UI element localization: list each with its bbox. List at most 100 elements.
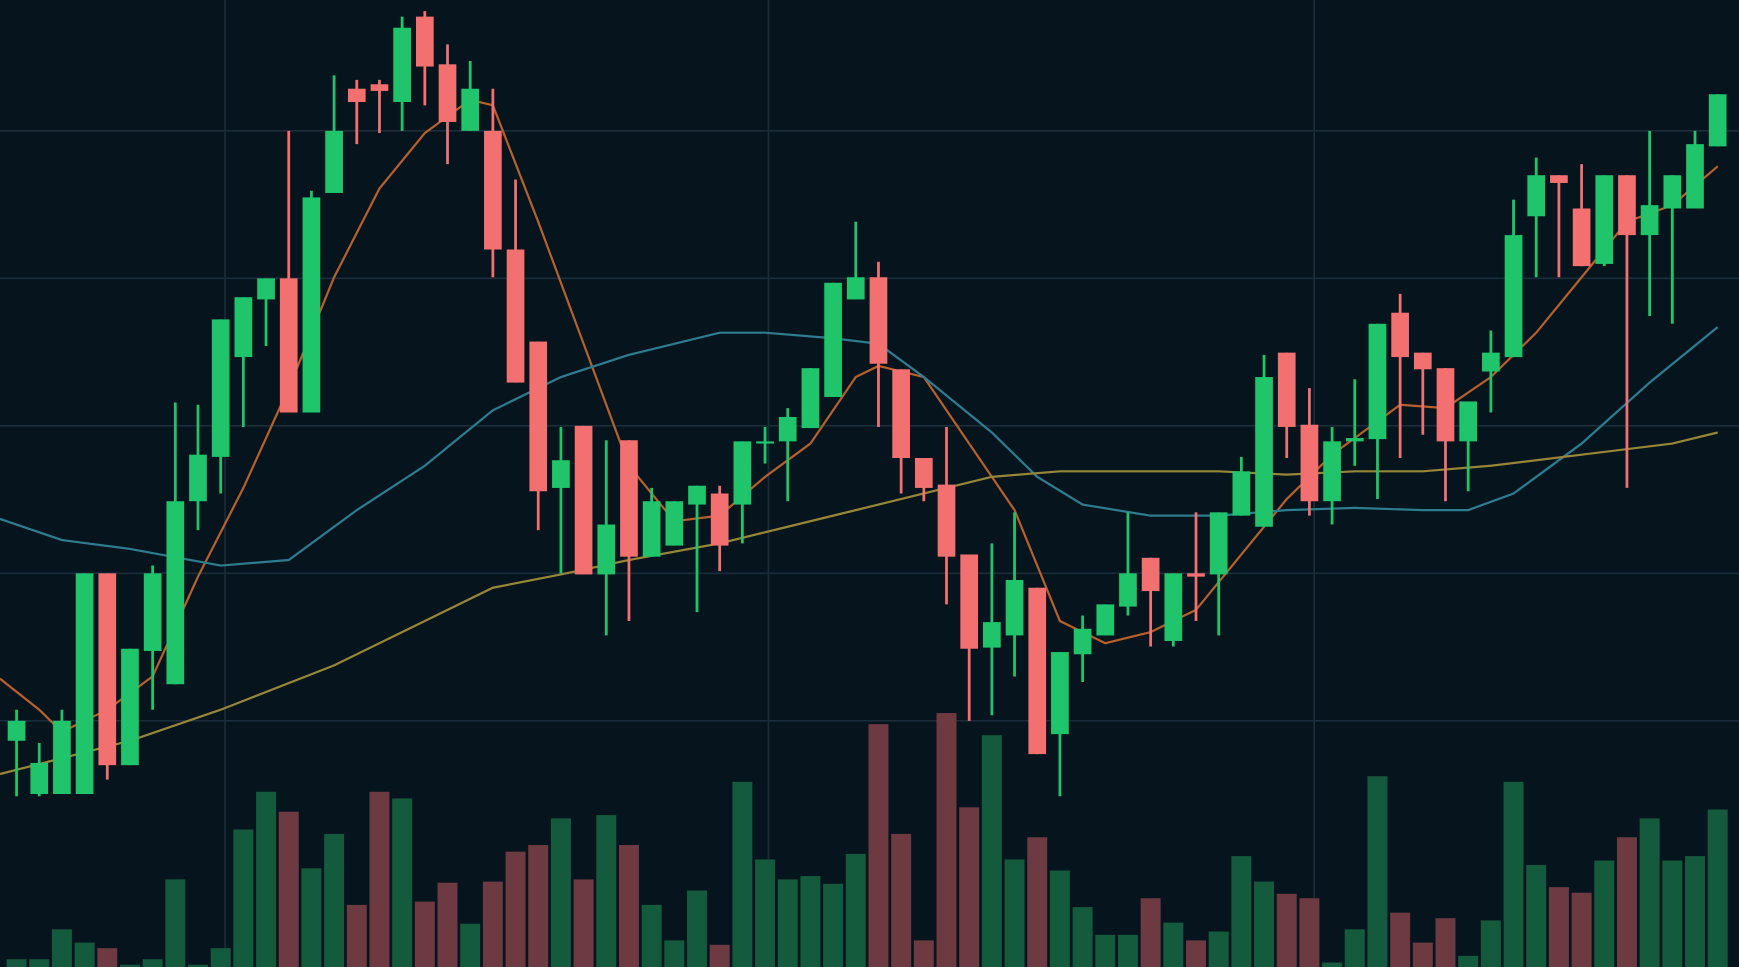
candle-body (665, 501, 684, 546)
volume-bar (437, 882, 458, 967)
volume-bar (324, 833, 345, 967)
volume-bar (278, 811, 299, 967)
candle-body (234, 297, 253, 358)
volume-bar (301, 868, 322, 967)
volume-bar (1095, 934, 1116, 967)
candle-body (1663, 175, 1682, 209)
volume-bar (664, 940, 685, 967)
volume-bar (800, 876, 821, 967)
candle-body (983, 622, 1001, 648)
volume-bar (845, 853, 866, 967)
volume-bar (1707, 809, 1728, 967)
candle-body (461, 88, 480, 131)
volume-bar (1072, 907, 1093, 967)
volume-bar (1548, 887, 1569, 967)
candle-body (1550, 175, 1568, 183)
candle-body (642, 501, 661, 557)
volume-bar (392, 798, 413, 967)
volume-bar (1594, 860, 1615, 967)
candle-body (438, 64, 457, 122)
candle-body (1436, 368, 1455, 442)
candle-body (1368, 323, 1387, 440)
volume-bar (687, 890, 707, 967)
candle-body (143, 573, 162, 651)
volume-bar (346, 904, 367, 967)
volume-bar (1140, 898, 1161, 967)
candle-body (1051, 652, 1069, 735)
volume-bar (755, 859, 776, 967)
volume-bar (823, 883, 844, 967)
volume-bar (709, 944, 730, 967)
volume-bar (573, 879, 594, 967)
volume-bar (1027, 837, 1048, 967)
volume-bar (482, 881, 503, 967)
candle-body (688, 485, 706, 505)
candle-body (733, 441, 752, 505)
candle-body (1277, 352, 1296, 427)
volume-bar (414, 901, 435, 967)
candle-body (824, 282, 842, 398)
candle-body (869, 277, 888, 364)
candle-body (1028, 587, 1047, 755)
candle-body (1096, 604, 1115, 636)
volume-bar (1163, 922, 1184, 967)
candle-body (393, 27, 411, 103)
volume-bar (1526, 864, 1547, 967)
volume-bar (618, 845, 639, 967)
candle-body (574, 425, 593, 575)
volume-bar (1503, 781, 1524, 967)
volume-bar (505, 851, 526, 967)
volume-bar (550, 818, 571, 967)
volume-bar (1276, 893, 1297, 967)
volume-bar (256, 791, 277, 967)
volume-bar (97, 948, 118, 967)
volume-bar (777, 879, 798, 967)
volume-bar (959, 807, 980, 967)
volume-bar (1049, 870, 1070, 967)
candle-body (1345, 438, 1364, 442)
candle-body (30, 762, 49, 795)
volume-bar (641, 904, 662, 967)
volume-bar (936, 713, 957, 967)
candle-body (1482, 352, 1500, 372)
candle-body (1708, 94, 1727, 147)
candle-body (778, 416, 797, 442)
volume-bar (1367, 776, 1388, 967)
candle-body (302, 197, 321, 413)
candle-body (1640, 205, 1659, 236)
candle-body (257, 278, 275, 300)
candle-body (1209, 512, 1228, 575)
moving-average-line (0, 98, 1719, 734)
candle-body (211, 319, 230, 457)
candle-body (1164, 573, 1183, 641)
candle-body (415, 16, 434, 67)
volume-bar (868, 724, 889, 967)
candle-body (75, 573, 94, 795)
volume-bar (1117, 934, 1138, 967)
candle-body (1504, 235, 1523, 358)
candle-body (1413, 352, 1432, 370)
candle-body (756, 441, 774, 444)
volume-bar (142, 959, 163, 967)
candle-body (1232, 471, 1251, 516)
volume-bar (29, 959, 50, 967)
candle-body (1073, 628, 1092, 655)
volume-bar (1344, 929, 1365, 967)
candle-body (801, 368, 820, 429)
candle-body (7, 720, 26, 741)
candle-body (53, 720, 71, 795)
volume-bar (1639, 818, 1660, 967)
candle-body (506, 249, 525, 383)
candle-body (846, 277, 865, 300)
candle-body (279, 278, 298, 413)
candle-body (529, 341, 548, 492)
candle-body (937, 484, 956, 557)
candle-body (1119, 573, 1137, 607)
candle-body (121, 648, 139, 766)
candle-body (325, 130, 343, 193)
volume-bar (1231, 856, 1252, 967)
volume-bar (913, 940, 934, 967)
volume-bar (596, 815, 617, 967)
candle-body (1527, 175, 1546, 217)
